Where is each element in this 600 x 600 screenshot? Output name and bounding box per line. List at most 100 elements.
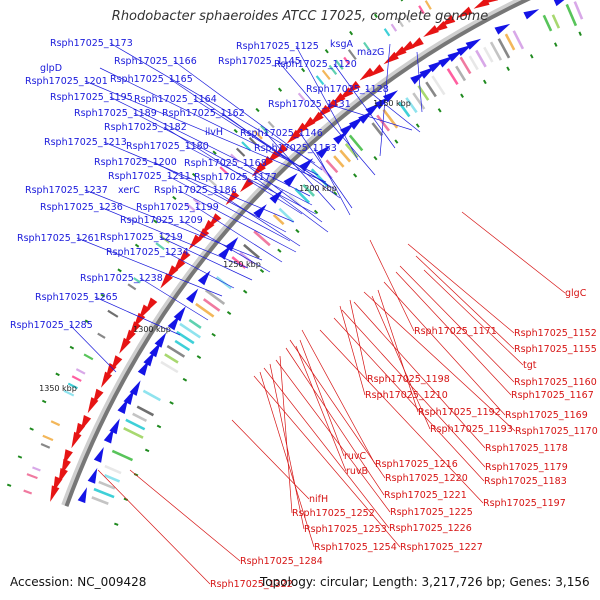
- forward-gene-arrow[interactable]: [553, 0, 569, 7]
- forward-gene-arrow[interactable]: [438, 55, 454, 68]
- forward-gene-arrow[interactable]: [316, 145, 331, 159]
- reverse-gene-arrow[interactable]: [208, 213, 222, 228]
- forward-gene-label[interactable]: Rsph17025_1189: [74, 108, 157, 119]
- reverse-gene-label[interactable]: Rsph17025_1192: [418, 407, 501, 418]
- forward-gene-label[interactable]: Rsph17025_1213: [44, 137, 127, 148]
- reverse-gene-arrow[interactable]: [80, 415, 92, 432]
- reverse-gene-arrow[interactable]: [71, 431, 82, 449]
- reverse-gene-arrow[interactable]: [58, 468, 68, 485]
- forward-gene-arrow[interactable]: [358, 111, 373, 124]
- reverse-gene-label[interactable]: Rsph17025_1171: [414, 326, 497, 337]
- forward-gene-arrow[interactable]: [87, 467, 98, 484]
- forward-gene-label[interactable]: Rsph17025_1237: [25, 185, 108, 196]
- reverse-gene-label[interactable]: Rsph17025_1197: [483, 498, 566, 509]
- reverse-gene-label[interactable]: tgt: [523, 360, 537, 371]
- forward-gene-label[interactable]: Rsph17025_1195: [50, 92, 133, 103]
- forward-gene-arrow[interactable]: [428, 60, 444, 73]
- reverse-gene-label[interactable]: ruvB: [346, 466, 368, 477]
- forward-gene-arrow[interactable]: [283, 173, 298, 187]
- reverse-gene-arrow[interactable]: [63, 449, 73, 466]
- reverse-gene-label[interactable]: Rsph17025_1226: [389, 523, 472, 534]
- forward-gene-arrow[interactable]: [523, 9, 540, 20]
- forward-gene-arrow[interactable]: [419, 66, 435, 79]
- forward-gene-label[interactable]: Rsph17025_1168: [184, 158, 267, 169]
- forward-gene-arrow[interactable]: [465, 38, 482, 50]
- reverse-gene-arrow[interactable]: [50, 485, 60, 502]
- reverse-gene-label[interactable]: Rsph17025_1220: [385, 473, 468, 484]
- reverse-gene-label[interactable]: ruvC: [344, 451, 367, 462]
- forward-gene-arrow[interactable]: [173, 306, 186, 322]
- forward-gene-arrow[interactable]: [383, 90, 398, 103]
- reverse-gene-label[interactable]: Rsph17025_1227: [400, 542, 483, 553]
- forward-gene-label[interactable]: Rsph17025_1180: [126, 141, 209, 152]
- forward-gene-label[interactable]: Rsph17025_1162: [162, 108, 245, 119]
- reverse-gene-arrow[interactable]: [408, 37, 424, 50]
- forward-gene-arrow[interactable]: [109, 418, 120, 435]
- forward-gene-label[interactable]: glpD: [40, 63, 62, 74]
- reverse-gene-label[interactable]: Rsph17025_1167: [511, 390, 594, 401]
- reverse-gene-arrow[interactable]: [129, 321, 141, 338]
- forward-gene-label[interactable]: Rsph17025_1173: [50, 38, 133, 49]
- reverse-gene-arrow[interactable]: [145, 297, 158, 314]
- forward-gene-label[interactable]: Rsph17025_1131: [268, 99, 351, 110]
- forward-gene-label[interactable]: mazG: [357, 47, 384, 58]
- forward-gene-label[interactable]: Rsph17025_1209: [120, 215, 203, 226]
- forward-gene-arrow[interactable]: [129, 380, 141, 396]
- forward-gene-arrow[interactable]: [93, 447, 104, 463]
- reverse-gene-label[interactable]: Rsph17025_1322: [210, 579, 293, 590]
- reverse-gene-arrow[interactable]: [101, 371, 113, 388]
- forward-gene-arrow[interactable]: [149, 341, 161, 358]
- forward-gene-label[interactable]: Rsph17025_1200: [94, 157, 177, 168]
- forward-gene-label[interactable]: Rsph17025_1125: [236, 41, 319, 52]
- forward-gene-label[interactable]: Rsph17025_1219: [100, 232, 183, 243]
- forward-gene-label[interactable]: Rsph17025_1164: [134, 94, 217, 105]
- reverse-gene-label[interactable]: Rsph17025_1178: [485, 443, 568, 454]
- reverse-gene-arrow[interactable]: [177, 250, 191, 266]
- reverse-gene-arrow[interactable]: [482, 0, 499, 5]
- forward-gene-arrow[interactable]: [186, 288, 199, 304]
- forward-gene-arrow[interactable]: [218, 245, 232, 260]
- forward-gene-label[interactable]: Rsph17025_1261: [17, 233, 100, 244]
- reverse-gene-arrow[interactable]: [300, 116, 316, 131]
- reverse-gene-label[interactable]: nifH: [309, 494, 328, 505]
- reverse-gene-label[interactable]: Rsph17025_1155: [514, 344, 597, 355]
- reverse-gene-arrow[interactable]: [273, 143, 288, 158]
- forward-gene-arrow[interactable]: [117, 398, 129, 414]
- reverse-gene-label[interactable]: Rsph17025_1193: [430, 424, 513, 435]
- reverse-gene-label[interactable]: Rsph17025_1169: [505, 410, 588, 421]
- forward-gene-label[interactable]: Rsph17025_1201: [25, 76, 108, 87]
- forward-gene-label[interactable]: Rsph17025_1120: [274, 59, 357, 70]
- reverse-gene-label[interactable]: Rsph17025_1183: [484, 476, 567, 487]
- forward-gene-label[interactable]: Rsph17025_1234: [106, 247, 189, 258]
- reverse-gene-arrow[interactable]: [124, 329, 136, 346]
- reverse-gene-label[interactable]: Rsph17025_1216: [375, 459, 458, 470]
- forward-gene-label[interactable]: Rsph17025_1146: [240, 128, 323, 139]
- forward-gene-label[interactable]: Rsph17025_1238: [80, 273, 163, 284]
- forward-gene-arrow[interactable]: [143, 351, 155, 367]
- reverse-gene-arrow[interactable]: [119, 337, 131, 354]
- reverse-gene-arrow[interactable]: [111, 355, 123, 372]
- forward-gene-label[interactable]: ksgA: [330, 39, 353, 50]
- reverse-gene-label[interactable]: Rsph17025_1221: [384, 490, 467, 501]
- reverse-gene-arrow[interactable]: [456, 6, 473, 18]
- reverse-gene-label[interactable]: Rsph17025_1254: [314, 542, 397, 553]
- reverse-gene-label[interactable]: Rsph17025_1160: [514, 377, 597, 388]
- forward-gene-label[interactable]: Rsph17025_1145: [218, 56, 301, 67]
- reverse-gene-arrow[interactable]: [423, 25, 439, 37]
- reverse-gene-label[interactable]: Rsph17025_1179: [485, 462, 568, 473]
- forward-gene-arrow[interactable]: [447, 50, 463, 62]
- reverse-gene-label[interactable]: glgC: [565, 288, 587, 299]
- forward-gene-label[interactable]: Rsph17025_1236: [40, 202, 123, 213]
- forward-gene-label[interactable]: Rsph17025_1211: [108, 171, 191, 182]
- forward-gene-label[interactable]: Rsph17025_1186: [154, 185, 237, 196]
- reverse-gene-arrow[interactable]: [359, 67, 375, 81]
- reverse-gene-label[interactable]: Rsph17025_1253: [304, 524, 387, 535]
- reverse-gene-arrow[interactable]: [133, 312, 146, 329]
- forward-gene-arrow[interactable]: [494, 23, 511, 35]
- reverse-gene-label[interactable]: Rsph17025_1152: [514, 328, 597, 339]
- reverse-gene-arrow[interactable]: [368, 64, 385, 77]
- forward-gene-arrow[interactable]: [253, 204, 267, 219]
- forward-gene-arrow[interactable]: [340, 122, 355, 136]
- reverse-gene-label[interactable]: Rsph17025_1198: [367, 374, 450, 385]
- forward-gene-label[interactable]: Rsph17025_1153: [254, 143, 337, 154]
